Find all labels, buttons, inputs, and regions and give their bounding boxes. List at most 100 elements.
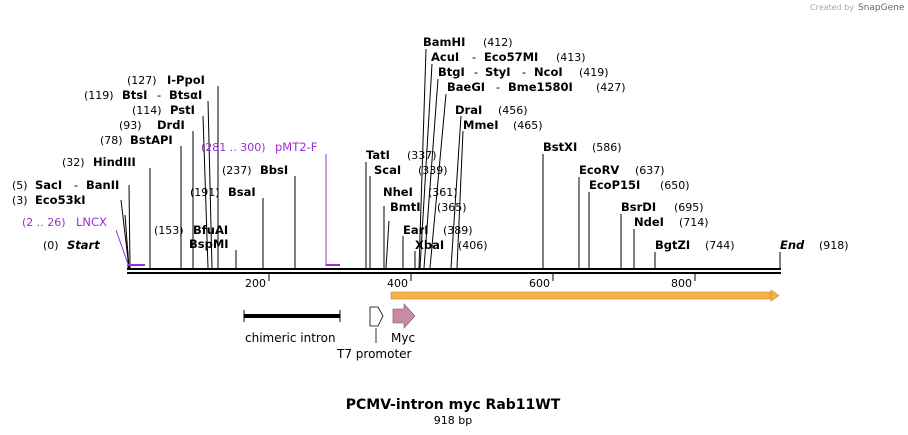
myc-feature[interactable]: Myc: [391, 303, 416, 345]
site-ndei-name[interactable]: NdeI: [634, 215, 664, 229]
site-eco53ki-pos: (3): [12, 194, 28, 207]
credit-prefix: Created by: [810, 3, 854, 12]
snapgene-logo: SnapGene: [858, 3, 905, 13]
lncx-primer[interactable]: [115, 229, 145, 266]
site-xbai-pos: (406): [458, 239, 488, 252]
site-scai-name[interactable]: ScaI: [374, 163, 401, 177]
site-lines: [120, 48, 781, 269]
site-btsi-pos: (119): [84, 89, 114, 102]
site-drai-name[interactable]: DraI: [455, 103, 482, 117]
site-ecop15i-pos: (650): [660, 179, 690, 192]
end-name: End: [780, 238, 805, 252]
site-drai-pos: (456): [498, 104, 528, 117]
pmt2-f-pos: (281 .. 300): [201, 141, 266, 154]
site-banii-name[interactable]: BanII: [86, 178, 119, 192]
site-bsai-name[interactable]: BsaI: [228, 185, 256, 199]
site-bme1580i-name[interactable]: Bme1580I: [508, 80, 573, 94]
start-pos: (0): [43, 239, 59, 252]
pmt2-f-primer[interactable]: [325, 154, 340, 266]
site-btsi-dash: -: [157, 88, 161, 102]
site-bstzi-pos: (744): [705, 239, 735, 252]
site-bstapi-name[interactable]: BstAPI: [130, 133, 173, 147]
site-psti-pos: (114): [132, 104, 162, 117]
pmt2-f-name[interactable]: pMT2-F: [275, 140, 317, 154]
ruler-tick-200: 200: [245, 277, 266, 290]
site-saci-pos: (5): [12, 179, 28, 192]
site-hindiii-pos: (32): [62, 156, 85, 169]
site-bmti-pos: (365): [437, 201, 467, 214]
site-btsai-name[interactable]: BtsαI: [169, 88, 202, 102]
site-bstzi-name[interactable]: BgtZI: [655, 238, 690, 252]
site-ecop15i-name[interactable]: EcoP15I: [589, 178, 640, 192]
t7-promoter-feature[interactable]: T7 promoter: [336, 306, 412, 361]
site-eari-pos: (389): [443, 224, 473, 237]
ruler-tick-800: 800: [671, 277, 692, 290]
site-eco57mi-name[interactable]: Eco57MI: [484, 50, 538, 64]
site-ippoi-pos: (127): [127, 74, 157, 87]
orf-arrow[interactable]: [390, 289, 780, 302]
site-nhei-name[interactable]: NheI: [383, 185, 413, 199]
site-btsi-name[interactable]: BtsI: [122, 88, 147, 102]
site-btgi-name[interactable]: BtgI: [438, 65, 465, 79]
site-bmti-name[interactable]: BmtI: [390, 200, 421, 214]
site-bsai-pos: (191): [190, 186, 220, 199]
lncx-name[interactable]: LNCX: [76, 215, 107, 229]
site-ncoi-name[interactable]: NcoI: [534, 65, 563, 79]
site-psti-name[interactable]: PstI: [170, 103, 195, 117]
site-ippoi-name[interactable]: I-PpoI: [167, 73, 205, 87]
site-xbai-name[interactable]: XbaI: [415, 238, 444, 252]
start-name: Start: [67, 238, 100, 252]
site-nhei-pos: (361): [428, 186, 458, 199]
lncx-pos: (2 .. 26): [22, 216, 66, 229]
site-btgi-dash2: -: [522, 65, 526, 79]
site-ecorv-pos: (637): [635, 164, 665, 177]
site-ndei-pos: (714): [679, 216, 709, 229]
site-bstapi-pos: (78): [100, 134, 123, 147]
site-scai-pos: (339): [418, 164, 448, 177]
site-acui-pos: (413): [556, 51, 586, 64]
site-mmei-name[interactable]: MmeI: [463, 118, 499, 132]
site-drdi-name[interactable]: DrdI: [157, 118, 185, 132]
chimeric-intron-label: chimeric intron: [245, 331, 336, 345]
site-baegi-pos: (427): [596, 81, 626, 94]
site-btgi-dash1: -: [474, 65, 478, 79]
site-bsrdi-pos: (695): [674, 201, 704, 214]
site-bsrdi-name[interactable]: BsrDI: [621, 200, 656, 214]
site-bbsi-name[interactable]: BbsI: [260, 163, 288, 177]
site-bspmi-name[interactable]: BspMI: [189, 237, 229, 251]
site-bstxi-pos: (586): [592, 141, 622, 154]
site-btgi-pos: (419): [579, 66, 609, 79]
site-bamhi-pos: (412): [483, 36, 513, 49]
sequence-backbone: [127, 268, 781, 274]
site-drdi-pos: (93): [119, 119, 142, 132]
site-bfuai-name[interactable]: BfuAI: [193, 223, 228, 237]
site-styi-name[interactable]: StyI: [485, 65, 511, 79]
site-ecorv-name[interactable]: EcoRV: [579, 163, 619, 177]
site-tati-name[interactable]: TatI: [366, 148, 390, 162]
ruler: 200 400 600 800: [245, 274, 696, 290]
site-baegi-dash: -: [496, 80, 500, 94]
site-baegi-name[interactable]: BaeGI: [447, 80, 485, 94]
site-mmei-pos: (465): [513, 119, 543, 132]
site-bstxi-name[interactable]: BstXI: [543, 140, 577, 154]
end-pos: (918): [819, 239, 849, 252]
chimeric-intron-feature[interactable]: chimeric intron: [243, 310, 341, 345]
ruler-tick-600: 600: [529, 277, 550, 290]
t7-promoter-label: T7 promoter: [336, 347, 412, 361]
site-acui-name[interactable]: AcuI: [431, 50, 459, 64]
site-acui-dash: -: [472, 50, 476, 64]
site-bamhi-name[interactable]: BamHI: [423, 35, 465, 49]
site-eari-name[interactable]: EarI: [403, 223, 429, 237]
map-title: PCMV-intron myc Rab11WT: [346, 397, 561, 413]
site-bfuai-pos: (153): [154, 224, 184, 237]
site-saci-name[interactable]: SacI: [35, 178, 62, 192]
site-hindiii-name[interactable]: HindIII: [93, 155, 136, 169]
site-bbsi-pos: (237): [222, 164, 252, 177]
myc-label: Myc: [391, 331, 415, 345]
ruler-tick-400: 400: [387, 277, 408, 290]
site-saci-dash: -: [74, 178, 78, 192]
site-eco53ki-name[interactable]: Eco53kI: [35, 193, 86, 207]
map-length: 918 bp: [434, 414, 472, 427]
